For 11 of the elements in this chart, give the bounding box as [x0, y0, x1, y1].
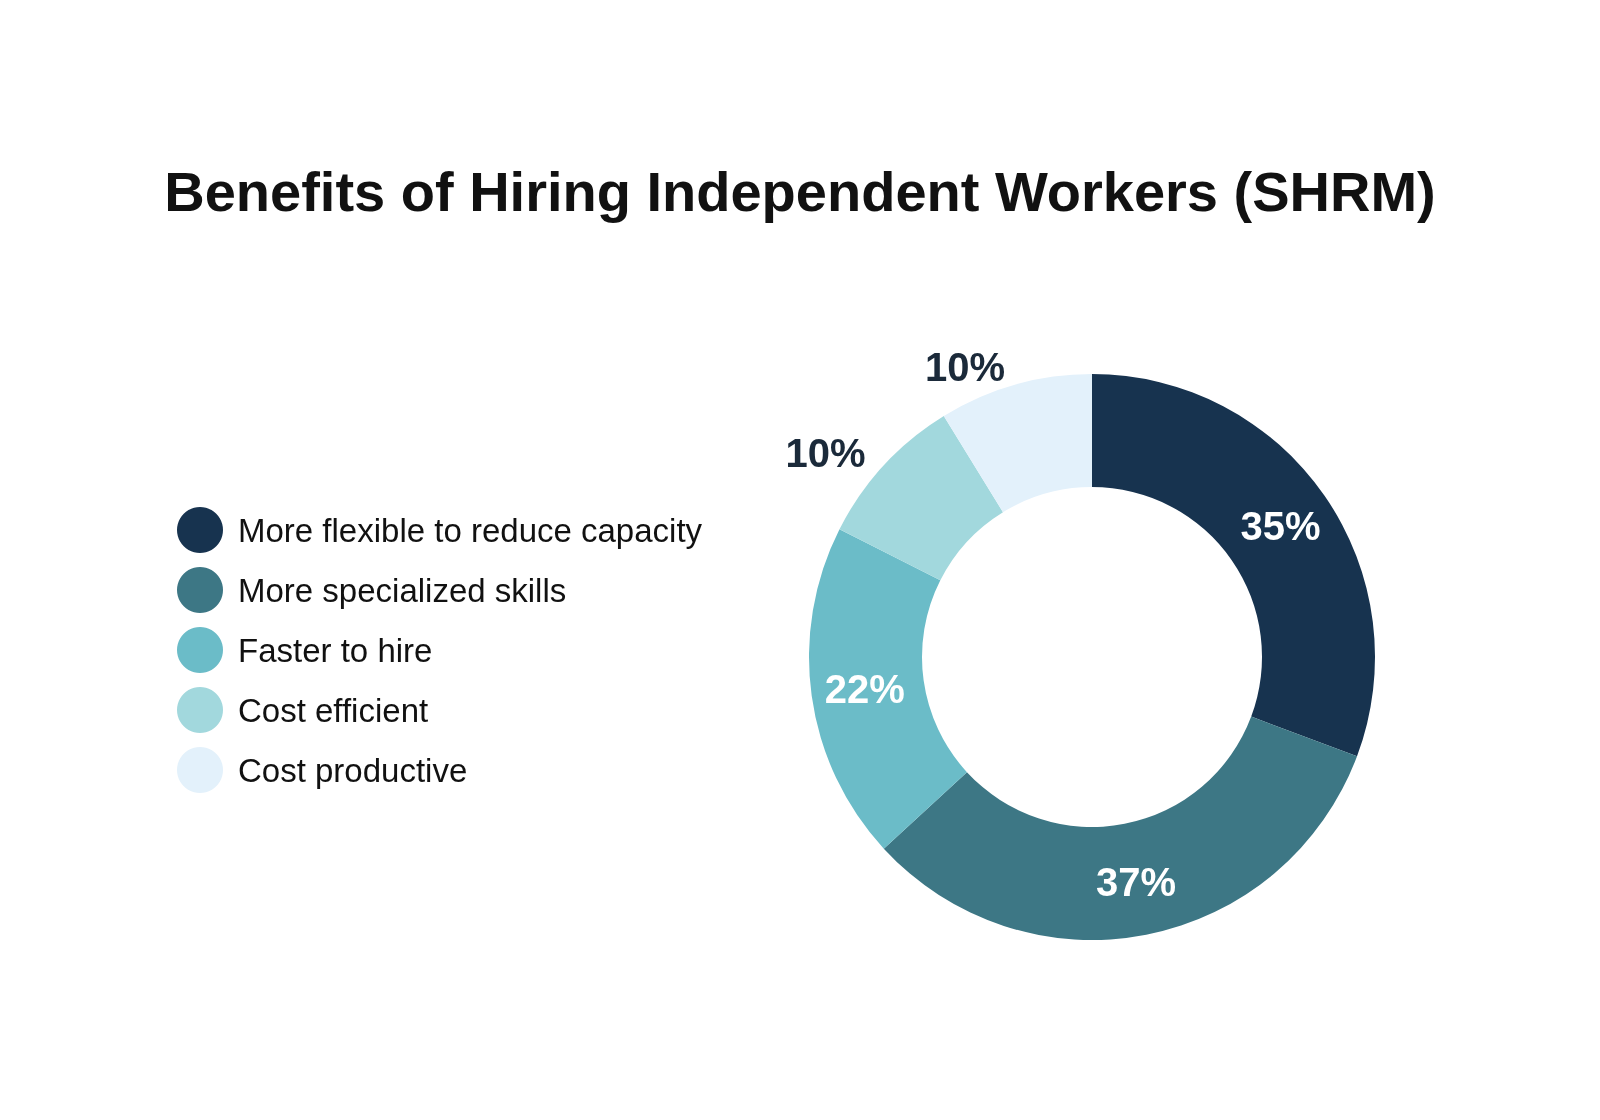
chart-title: Benefits of Hiring Independent Workers (SHRM): [164, 159, 1436, 223]
legend-label: More flexible to reduce capacity: [238, 511, 703, 549]
legend-label: Cost efficient: [238, 691, 429, 729]
legend-label: More specialized skills: [238, 571, 567, 609]
data-label: 22%: [824, 666, 905, 711]
data-label: 37%: [1095, 860, 1177, 905]
data-label: 35%: [1240, 504, 1321, 549]
legend-label: Faster to hire: [238, 631, 433, 669]
legend-label: Cost productive: [238, 751, 468, 789]
data-label: 10%: [925, 345, 1006, 390]
data-label: 10%: [785, 431, 866, 476]
